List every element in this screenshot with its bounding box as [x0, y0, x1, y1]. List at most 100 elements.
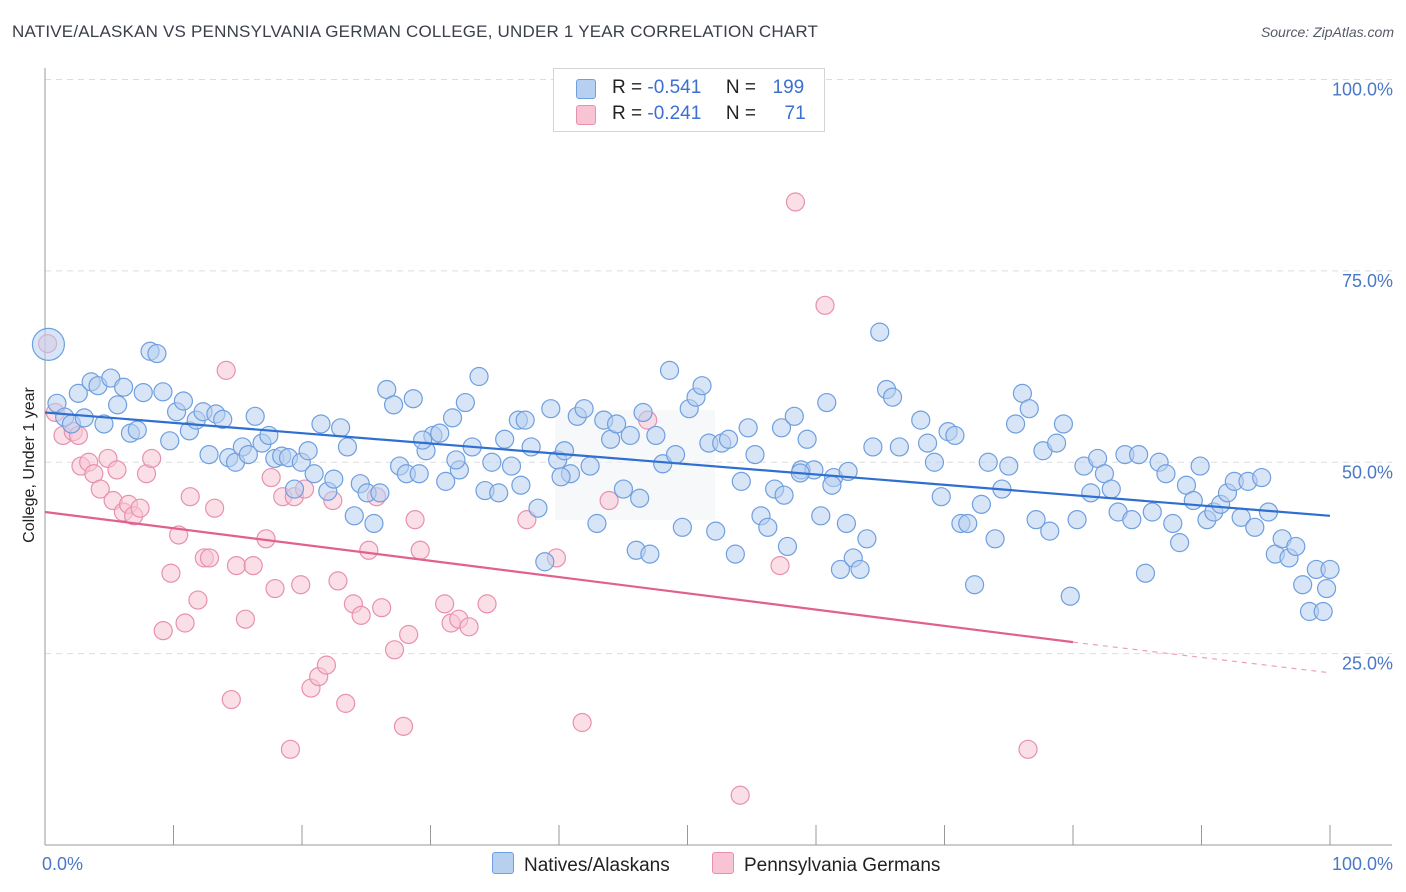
y-tick-label: 100.0%: [1332, 80, 1393, 100]
data-point: [1053, 414, 1074, 434]
data-point: [1316, 578, 1337, 599]
trend-lines: [44, 411, 1331, 674]
series-legend: Natives/Alaskans Pennsylvania Germans: [0, 852, 1406, 878]
legend-item-natives: Natives/Alaskans: [492, 852, 670, 878]
data-point: [243, 555, 263, 576]
data-point: [1163, 513, 1183, 534]
data-point: [665, 444, 686, 465]
data-point: [477, 594, 497, 614]
tick-labels: 25.0% 50.0% 75.0% 100.0% 0.0% 100.0%: [42, 80, 1393, 875]
data-point: [344, 506, 364, 526]
axes: [44, 68, 1392, 846]
data-point: [889, 437, 909, 457]
y-tick-label: 75.0%: [1342, 271, 1393, 291]
data-point: [515, 410, 535, 430]
data-point: [850, 559, 870, 580]
data-point: [216, 360, 236, 380]
data-point: [1122, 510, 1142, 530]
data-point: [245, 406, 265, 426]
data-point: [1190, 456, 1210, 476]
data-point: [863, 437, 883, 457]
data-point: [1060, 586, 1080, 606]
data-point: [280, 739, 301, 759]
data-point: [405, 510, 425, 530]
data-point: [931, 487, 951, 507]
trend-line-pa-germans: [44, 510, 1074, 644]
series-natives-alaskans: [31, 322, 1340, 622]
data-point: [459, 617, 479, 637]
data-point: [1320, 559, 1340, 580]
data-point: [409, 464, 429, 484]
data-point: [383, 395, 404, 415]
data-point: [599, 490, 619, 511]
data-point: [1293, 575, 1313, 595]
data-point: [633, 402, 653, 423]
data-point: [777, 536, 798, 557]
legend-swatch-blue: [492, 852, 514, 874]
data-point: [882, 387, 903, 407]
data-point: [127, 420, 147, 440]
data-point: [1156, 464, 1176, 484]
data-point: [68, 383, 88, 403]
data-point: [403, 389, 423, 409]
legend-n-label: N =: [725, 77, 756, 98]
data-point: [199, 548, 220, 568]
data-point: [958, 513, 978, 534]
data-point: [725, 544, 745, 564]
data-point: [324, 469, 344, 489]
data-point: [528, 498, 548, 518]
data-point: [221, 689, 241, 710]
data-point: [797, 429, 817, 449]
data-point: [672, 517, 692, 537]
data-point: [205, 498, 225, 518]
data-point: [413, 430, 433, 450]
data-point: [142, 448, 162, 469]
data-point: [304, 464, 324, 484]
data-point: [501, 456, 522, 476]
data-point: [160, 431, 180, 451]
data-point: [730, 785, 750, 805]
data-point: [630, 488, 650, 508]
data-point: [815, 295, 835, 315]
data-point: [188, 590, 208, 610]
legend-swatch-blue: [576, 79, 596, 99]
data-point: [1245, 517, 1265, 537]
data-point: [94, 414, 114, 434]
x-tick-label: 100.0%: [1332, 854, 1393, 874]
data-point: [1040, 521, 1060, 541]
data-point: [745, 444, 765, 465]
legend-label-pa-germans: Pennsylvania Germans: [744, 855, 941, 876]
data-point: [107, 460, 127, 480]
y-tick-label: 50.0%: [1342, 462, 1393, 482]
data-point: [284, 479, 305, 499]
data-point: [606, 414, 627, 434]
data-point: [785, 192, 806, 212]
data-point: [1252, 467, 1272, 488]
data-point: [811, 506, 831, 526]
data-point: [31, 327, 66, 361]
legend-r-value: -0.241: [647, 103, 702, 124]
data-point: [1019, 399, 1039, 419]
data-point: [659, 360, 680, 380]
data-point: [964, 575, 985, 595]
data-point: [1018, 739, 1038, 759]
trend-line-pa-germans-extension: [1072, 641, 1331, 674]
correlation-legend: R = -0.541 N = 199 R = -0.241 N = 71: [553, 68, 825, 132]
chart-title: NATIVE/ALASKAN VS PENNSYLVANIA GERMAN CO…: [12, 22, 819, 41]
x-tick-label: 0.0%: [42, 854, 83, 874]
data-point: [311, 414, 331, 434]
data-point: [692, 376, 712, 396]
data-point: [870, 322, 890, 342]
data-point: [173, 391, 194, 411]
data-point: [521, 437, 541, 457]
data-point: [817, 392, 837, 413]
data-point: [784, 406, 804, 426]
data-point: [718, 429, 739, 449]
legend-swatch-pink: [576, 105, 596, 125]
data-point: [265, 578, 285, 599]
data-point: [384, 640, 405, 660]
source-label: Source: ZipAtlas.com: [1260, 24, 1394, 40]
data-point: [822, 475, 842, 495]
data-point: [911, 410, 931, 430]
data-point: [924, 452, 945, 472]
